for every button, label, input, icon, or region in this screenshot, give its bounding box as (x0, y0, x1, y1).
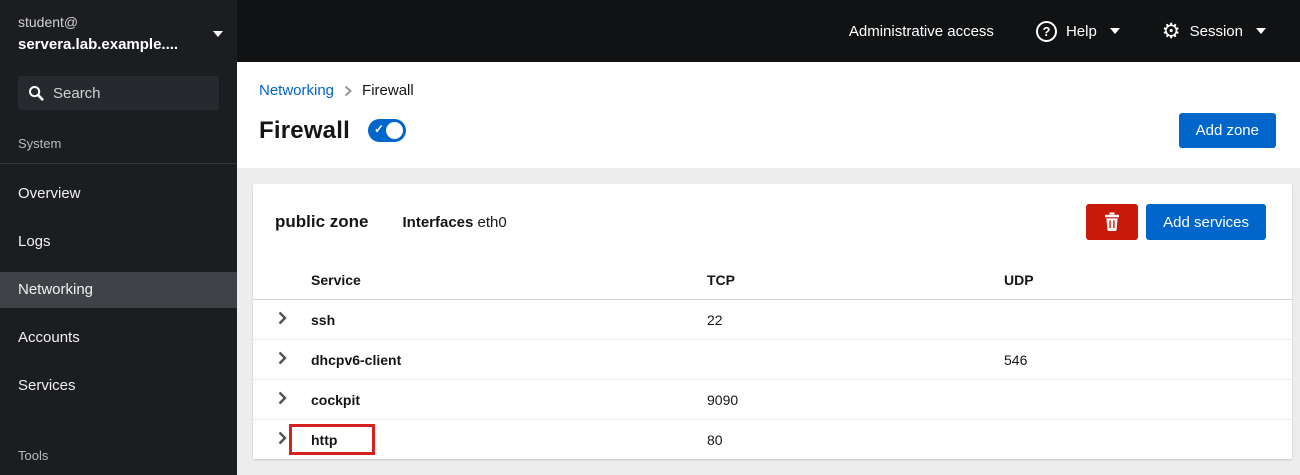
host-name: servera.lab.example.... (18, 35, 179, 53)
host-switcher[interactable]: student@ servera.lab.example.... (0, 0, 237, 64)
service-name: cockpit (311, 391, 361, 408)
chevron-down-icon (1109, 28, 1120, 34)
chevron-right-icon (344, 85, 352, 96)
chevron-right-icon (278, 311, 287, 325)
nav-section-tools: Tools (18, 448, 49, 463)
sidebar-item-networking[interactable]: Networking (0, 272, 237, 309)
sidebar-item-overview[interactable]: Overview (18, 185, 81, 203)
col-service: Service (311, 264, 707, 300)
administrative-access-button[interactable]: Administrative access (848, 22, 994, 40)
delete-zone-button[interactable] (1086, 204, 1139, 240)
public-zone-card: public zone Interfaces eth0 (253, 184, 1292, 459)
col-expand (253, 264, 311, 300)
udp-ports: 546 (1004, 339, 1292, 380)
table-row-http[interactable]: http 80 (253, 420, 1292, 460)
help-label: Help (1065, 22, 1097, 40)
main-area: Administrative access ? Help ⚙ Session N… (237, 0, 1300, 475)
sidebar-search[interactable] (18, 76, 219, 111)
interfaces-label: Interfaces (402, 213, 474, 231)
session-label: Session (1189, 22, 1243, 40)
tcp-ports: 9090 (707, 379, 1004, 420)
sidebar: student@ servera.lab.example.... System … (0, 0, 237, 475)
content-body: public zone Interfaces eth0 (237, 168, 1300, 475)
col-tcp: TCP (707, 264, 1004, 300)
expand-row-button[interactable] (277, 391, 287, 405)
chevron-down-icon (1256, 28, 1266, 34)
sidebar-nav: Overview Logs Networking Accounts Servic… (0, 176, 237, 416)
search-icon (29, 86, 44, 101)
chevron-right-icon (278, 391, 287, 405)
page-title: Firewall (259, 116, 350, 144)
nav-section-system: System (0, 136, 237, 165)
sidebar-item-services[interactable]: Services (18, 377, 76, 395)
zone-interfaces: Interfaces eth0 (403, 214, 507, 231)
breadcrumb-networking-link[interactable]: Networking (259, 82, 335, 99)
help-icon: ? (1035, 20, 1057, 42)
chevron-right-icon (278, 431, 287, 445)
udp-ports (1004, 379, 1292, 420)
check-icon: ✓ (373, 122, 385, 136)
content-header: Networking Firewall Firewall ✓ Add zone (237, 62, 1300, 168)
add-services-button[interactable]: Add services (1146, 204, 1266, 240)
tcp-ports (707, 339, 1004, 380)
service-name: ssh (311, 311, 336, 328)
add-zone-button[interactable]: Add zone (1178, 113, 1276, 148)
sidebar-item-accounts[interactable]: Accounts (18, 329, 80, 347)
table-row-ssh[interactable]: ssh 22 (253, 299, 1292, 340)
services-table: Service TCP UDP ssh 22 dhcpv6-client (253, 264, 1292, 459)
session-menu[interactable]: ⚙ Session (1162, 21, 1266, 42)
expand-row-button[interactable] (277, 431, 287, 445)
tcp-ports: 80 (707, 431, 723, 448)
trash-icon (1105, 212, 1120, 232)
tcp-ports: 22 (707, 299, 1004, 340)
chevron-right-icon (278, 351, 287, 365)
host-user: student@ (18, 14, 79, 30)
gear-icon: ⚙ (1161, 19, 1181, 43)
masthead: Administrative access ? Help ⚙ Session (237, 0, 1300, 62)
udp-ports (1004, 299, 1292, 340)
interfaces-value: eth0 (477, 213, 507, 231)
table-row-dhcpv6-client[interactable]: dhcpv6-client 546 (253, 339, 1292, 380)
service-name-highlighted: http (288, 423, 377, 455)
chevron-down-icon (213, 31, 223, 38)
udp-ports (1004, 420, 1292, 460)
breadcrumb: Networking Firewall (259, 82, 1276, 99)
search-input[interactable] (53, 84, 193, 102)
expand-row-button[interactable] (277, 351, 287, 365)
col-udp: UDP (1004, 264, 1292, 300)
firewall-toggle[interactable]: ✓ (367, 119, 406, 142)
breadcrumb-current: Firewall (362, 82, 414, 99)
zone-name: public zone (275, 212, 369, 231)
table-row-cockpit[interactable]: cockpit 9090 (253, 379, 1292, 420)
toggle-knob (385, 122, 403, 139)
help-menu[interactable]: ? Help (1035, 20, 1120, 42)
expand-row-button[interactable] (277, 311, 287, 325)
service-name: dhcpv6-client (311, 351, 402, 368)
sidebar-item-logs[interactable]: Logs (18, 233, 51, 251)
